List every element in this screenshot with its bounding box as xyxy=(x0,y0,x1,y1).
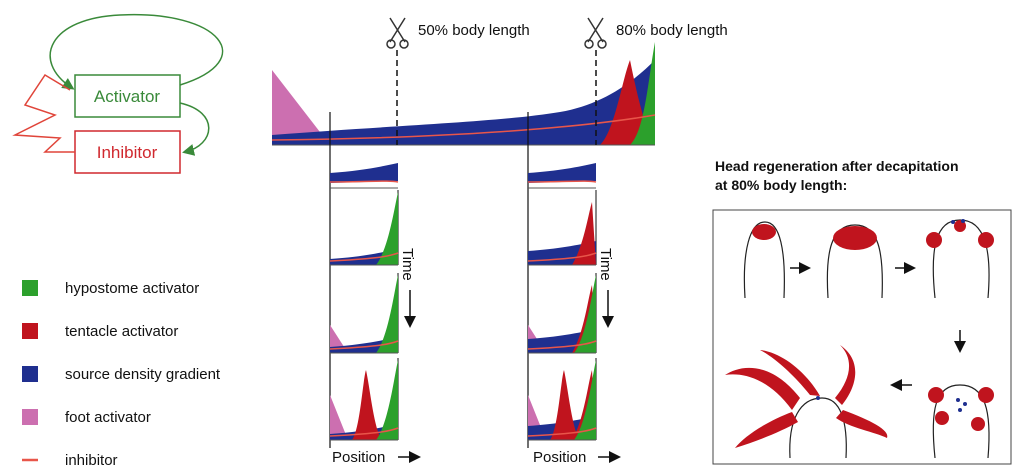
legend-label: inhibitor xyxy=(65,452,118,465)
activator-label: Activator xyxy=(94,87,160,106)
legend-marker xyxy=(22,366,38,382)
time-label: Time xyxy=(597,248,614,281)
panel xyxy=(528,163,596,188)
position-label: Position xyxy=(332,449,385,465)
source-area xyxy=(330,163,398,183)
panel xyxy=(330,273,398,353)
legend-marker xyxy=(22,280,38,296)
regeneration-panel xyxy=(713,210,1011,464)
inhibitor-curve xyxy=(330,181,398,182)
figure: Activator Inhibitor 50% body length 80% … xyxy=(0,0,1015,465)
legend-label: tentacle activator xyxy=(65,323,178,340)
legend-label: hypostome activator xyxy=(65,280,199,297)
time-series xyxy=(330,112,596,448)
legend-marker xyxy=(22,323,38,339)
legend-label: foot activator xyxy=(65,409,151,426)
activation-arrow xyxy=(180,103,209,152)
network: Activator Inhibitor xyxy=(15,15,223,173)
cut-label: 80% body length xyxy=(616,22,728,39)
time-label: Time xyxy=(399,248,416,281)
source-area xyxy=(528,163,596,183)
regeneration-title: Head regeneration after decapitation xyxy=(715,158,959,174)
panel xyxy=(528,190,596,265)
legend-marker xyxy=(22,409,38,425)
position-label: Position xyxy=(533,449,586,465)
panel xyxy=(528,358,596,440)
inhibition-line xyxy=(15,75,75,152)
panel xyxy=(330,358,398,440)
inhibitor-curve xyxy=(528,181,596,182)
panel xyxy=(330,190,398,265)
panel xyxy=(330,163,398,188)
regeneration-title: at 80% body length: xyxy=(715,177,847,193)
panel xyxy=(528,273,596,353)
legend-label: source density gradient xyxy=(65,366,221,383)
legend: hypostome activator tentacle activator sou… xyxy=(22,280,221,465)
inhibitor-label: Inhibitor xyxy=(97,143,158,162)
cut-label: 50% body length xyxy=(418,22,530,39)
